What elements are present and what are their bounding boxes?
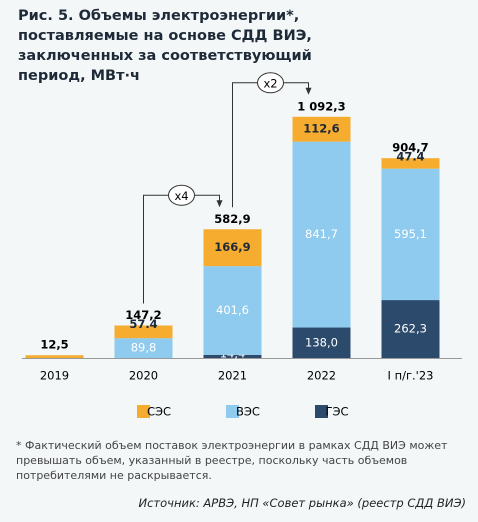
total-label: 12,5 xyxy=(40,338,68,352)
annotation: x2 xyxy=(263,76,277,90)
value-label: 47.4 xyxy=(396,150,424,164)
bar-segment xyxy=(114,338,173,358)
legend-label: ВЭС xyxy=(236,405,260,419)
annotation-badge xyxy=(257,72,284,94)
value-label: 841,7 xyxy=(305,227,338,241)
legend-label: СЭС xyxy=(147,405,171,419)
bar-segment xyxy=(25,355,84,358)
value-label: 57.4 xyxy=(129,317,157,331)
legend-swatch xyxy=(226,405,239,418)
x-tick-label: 2022 xyxy=(307,369,336,383)
chart-title: Рис. 5. Объемы электроэнергии*, поставля… xyxy=(18,8,312,84)
footnote: * Фактический объем поставок электроэнер… xyxy=(16,439,448,482)
x-tick-label: 2021 xyxy=(218,369,247,383)
value-label: 595,1 xyxy=(394,227,427,241)
bar-segment xyxy=(381,158,440,169)
bar-segment xyxy=(292,327,351,358)
bar-segment xyxy=(381,168,440,301)
arrow-head xyxy=(216,200,223,208)
total-label: 904,7 xyxy=(392,141,428,155)
arrow-head xyxy=(305,87,312,95)
value-label: 89,8 xyxy=(131,341,157,355)
value-label: 166,9 xyxy=(214,240,250,254)
annotation: x4 xyxy=(174,189,188,203)
annotation-badge xyxy=(168,184,195,206)
legend-label: ГЭС xyxy=(325,405,348,419)
legend-swatch xyxy=(137,405,150,418)
x-tick-label: 2019 xyxy=(40,369,69,383)
x-tick-label: 2020 xyxy=(129,369,158,383)
value-label: 138,0 xyxy=(305,335,338,349)
bar-segment xyxy=(381,300,440,358)
value-label: 262,3 xyxy=(394,322,427,336)
legend-swatch xyxy=(315,405,328,418)
total-label: 147,2 xyxy=(125,308,161,322)
value-label: 112,6 xyxy=(303,122,339,136)
total-label: 1 092,3 xyxy=(297,99,345,113)
x-tick-label: I п/г.'23 xyxy=(388,369,434,383)
bar-segment xyxy=(114,325,173,339)
total-label: 582,9 xyxy=(214,212,250,226)
bar-segment xyxy=(203,354,262,358)
bar-segment xyxy=(203,229,262,267)
value-label: 401,6 xyxy=(216,303,249,317)
bar-segment xyxy=(292,116,351,142)
bar-segment xyxy=(203,266,262,355)
source: Источник: АРВЭ, НП «Совет рынка» (реестр… xyxy=(138,496,467,510)
bar-segment xyxy=(292,141,351,328)
